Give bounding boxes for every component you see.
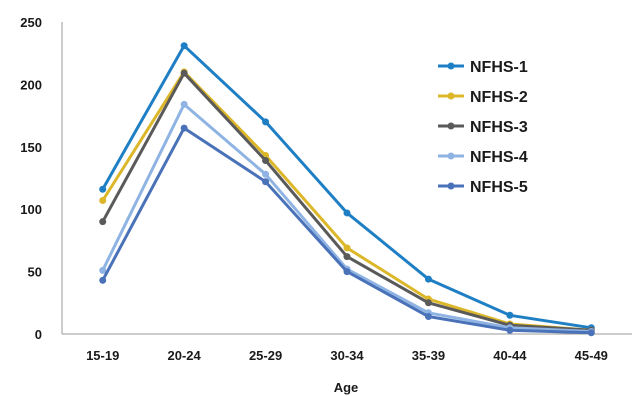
data-point (343, 244, 351, 252)
data-point (262, 157, 270, 165)
data-point (424, 313, 432, 321)
data-point (180, 100, 188, 108)
series-line (101, 71, 593, 332)
y-tick-label: 250 (20, 15, 42, 30)
legend-swatch-marker (447, 92, 455, 100)
y-tick-label: 150 (20, 140, 42, 155)
legend-item: NFHS-2 (438, 89, 528, 106)
data-point (424, 299, 432, 307)
data-point (506, 326, 514, 334)
data-point (506, 311, 514, 319)
x-tick-label: 20-24 (168, 348, 202, 363)
legend-item: NFHS-3 (438, 119, 528, 136)
legend-label: NFHS-2 (470, 89, 528, 106)
data-point (180, 42, 188, 50)
data-point (587, 329, 595, 337)
legend: NFHS-1 NFHS-2 NFHS-3 NFHS-4 NFHS-5 (438, 59, 528, 196)
x-tick-label: 30-34 (330, 348, 364, 363)
y-tick-label: 200 (20, 77, 42, 92)
y-tick-label: 100 (20, 202, 42, 217)
legend-label: NFHS-3 (470, 119, 528, 136)
legend-swatch-marker (447, 62, 455, 70)
legend-swatch-marker (447, 152, 455, 160)
data-point (343, 268, 351, 276)
legend-item: NFHS-4 (438, 149, 528, 166)
data-point (99, 276, 107, 284)
x-tick-label: 25-29 (249, 348, 282, 363)
legend-swatch-marker (447, 122, 455, 130)
data-point (262, 170, 270, 178)
data-point (262, 118, 270, 126)
axes: 0 50 100 150 200 250 15-19 20-24 25-29 30-34 35-39… (20, 15, 632, 363)
legend-label: NFHS-1 (470, 59, 528, 76)
data-point (180, 124, 188, 132)
series-nfhs-3 (99, 69, 595, 334)
data-point (424, 275, 432, 283)
y-tick-label: 0 (35, 327, 42, 342)
data-point (262, 178, 270, 186)
series-nfhs-2 (99, 68, 595, 334)
data-point (99, 266, 107, 274)
x-axis-title: Age (334, 380, 359, 395)
legend-swatch-marker (447, 182, 455, 190)
y-tick-label: 50 (28, 265, 42, 280)
x-tick-label: 35-39 (412, 348, 445, 363)
data-point (180, 69, 188, 77)
x-tick-label: 45-49 (575, 348, 608, 363)
legend-item: NFHS-5 (438, 179, 528, 196)
x-tick-label: 40-44 (493, 348, 527, 363)
series-lines (99, 42, 595, 337)
x-tick-label: 15-19 (86, 348, 119, 363)
series-line (101, 70, 593, 332)
series-nfhs-5 (99, 124, 595, 337)
data-point (99, 185, 107, 193)
series-line (101, 102, 593, 333)
data-point (99, 196, 107, 204)
legend-label: NFHS-4 (470, 149, 528, 166)
data-point (343, 209, 351, 217)
legend-item: NFHS-1 (438, 59, 528, 76)
data-point (343, 253, 351, 261)
legend-label: NFHS-5 (470, 179, 528, 196)
data-point (99, 218, 107, 226)
